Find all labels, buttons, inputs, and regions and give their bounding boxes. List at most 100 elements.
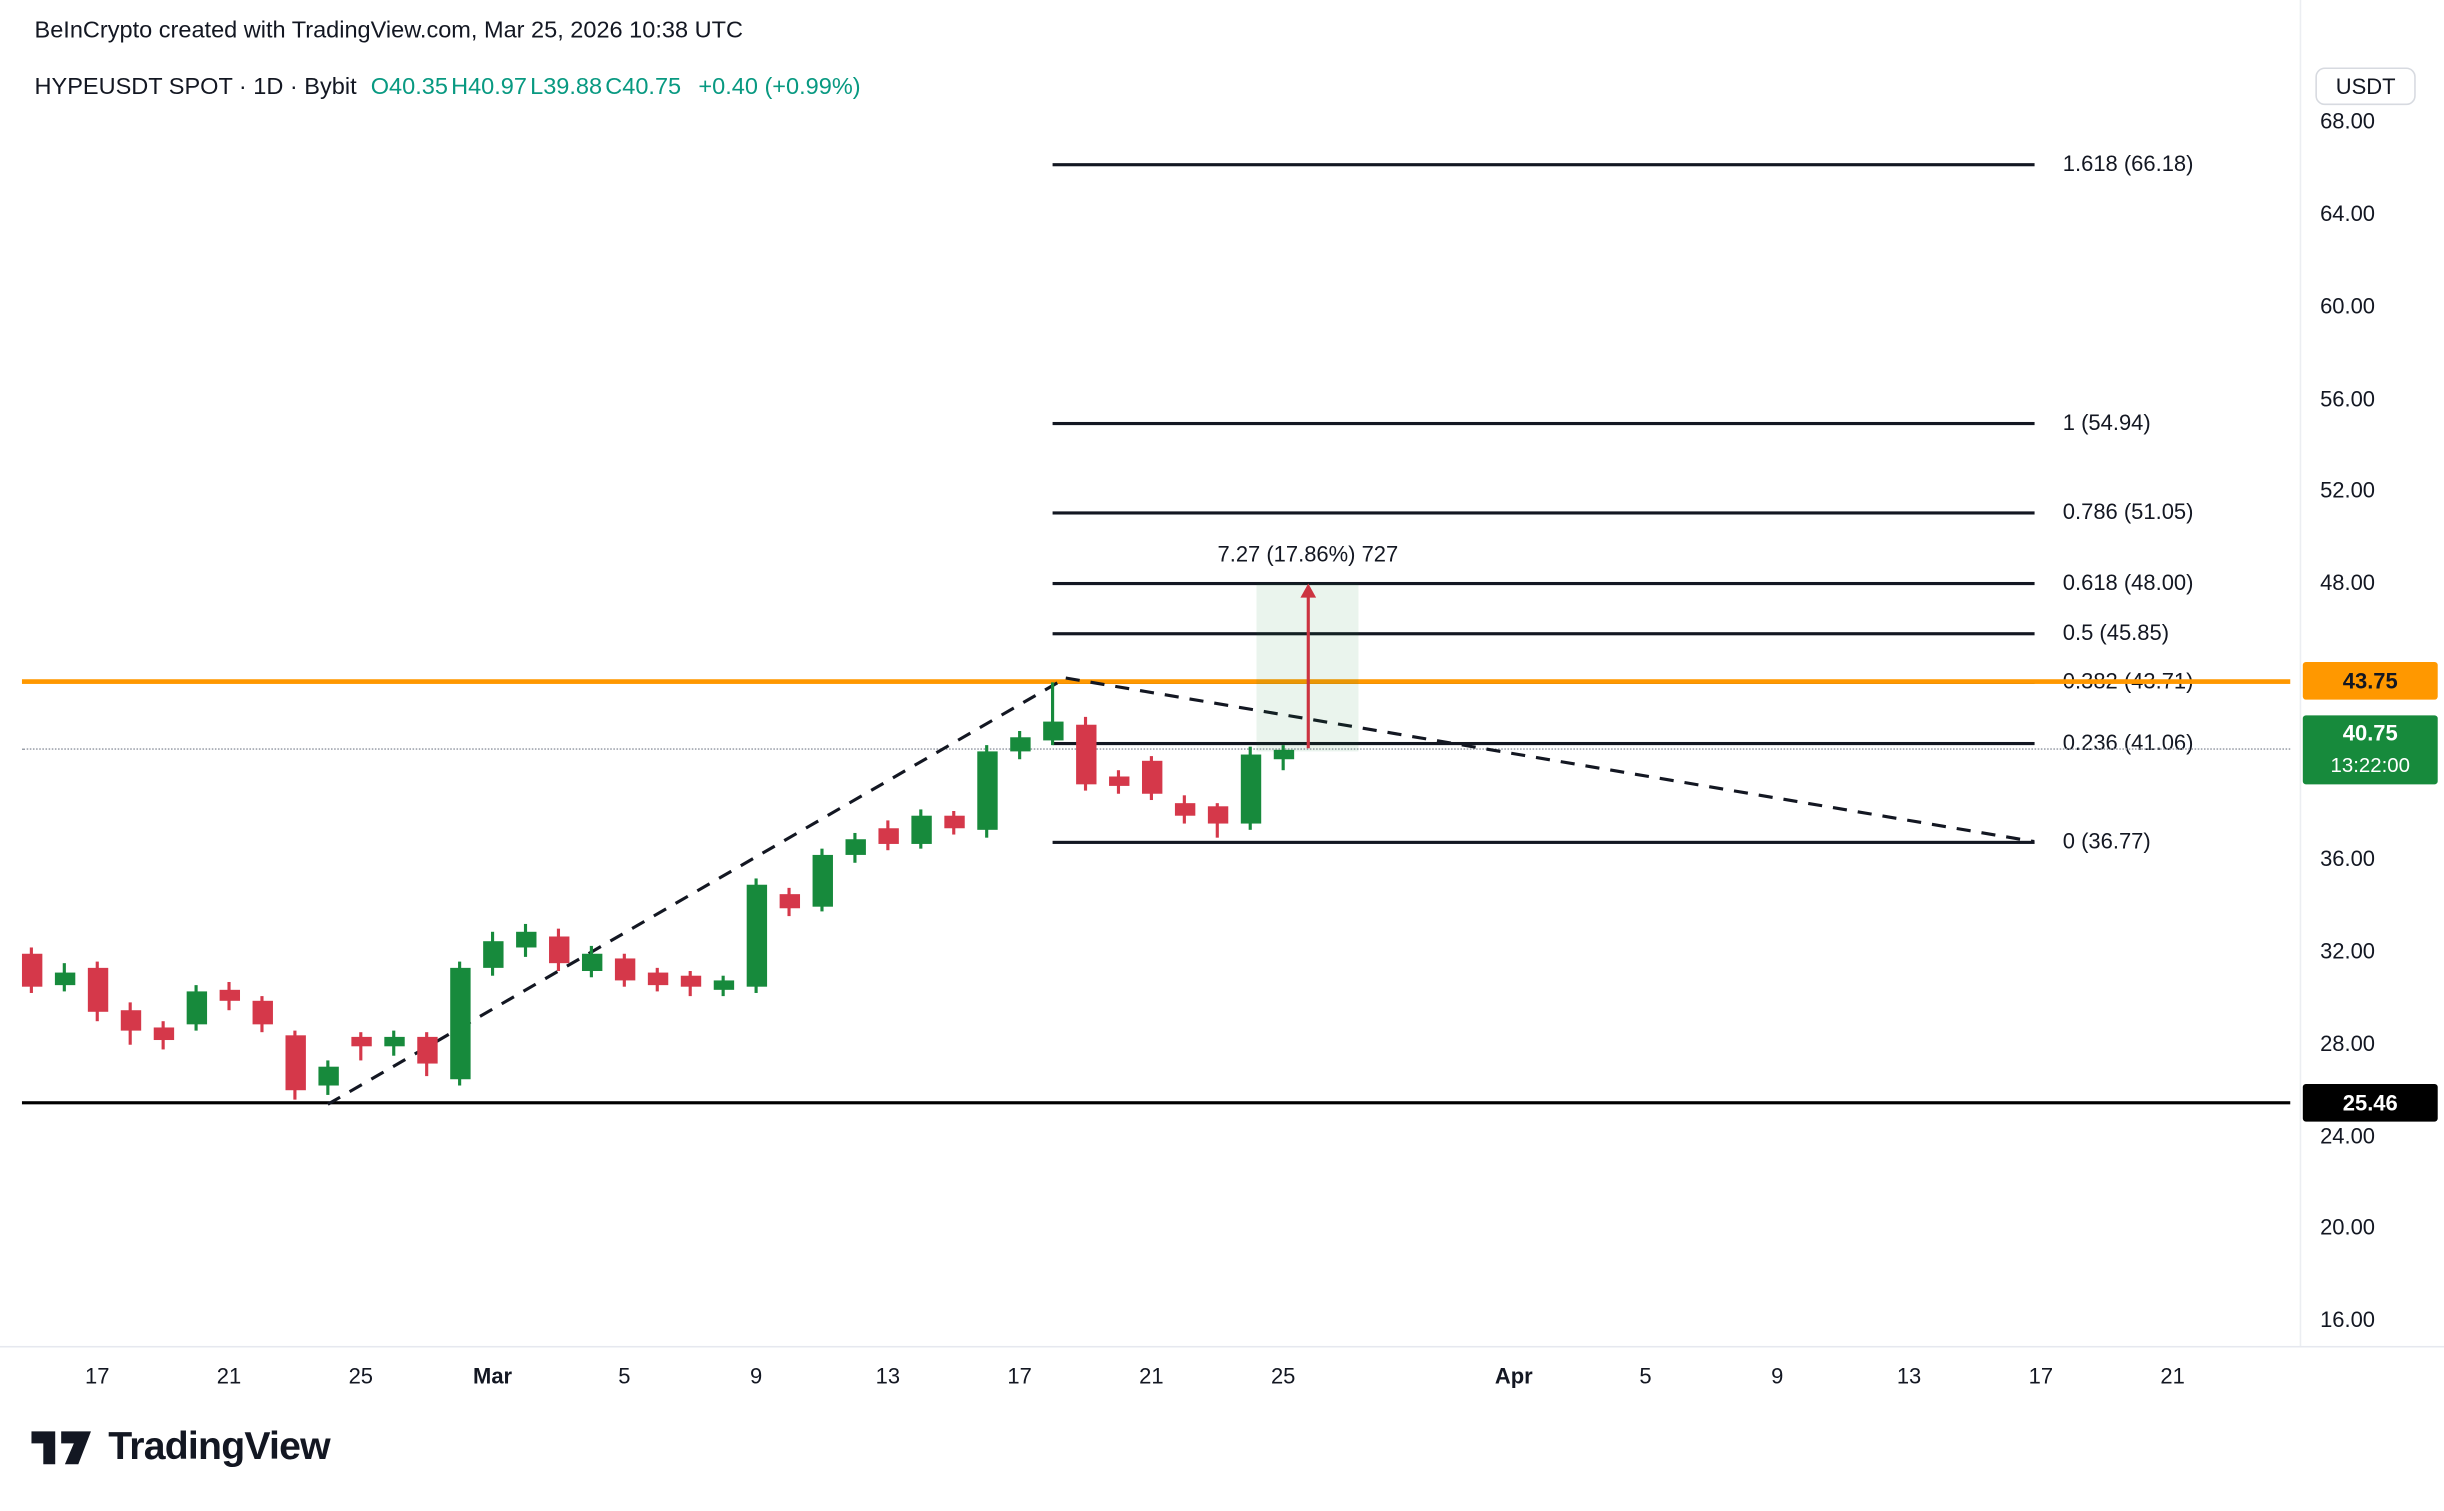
fib-level-line[interactable] — [1052, 581, 2035, 586]
candle-body — [1075, 724, 1096, 784]
attribution-text: BeInCrypto created with TradingView.com,… — [34, 17, 743, 44]
candle-body — [449, 968, 470, 1079]
horizontal-price-line[interactable] — [21, 679, 2291, 684]
horizontal-price-line[interactable] — [21, 1100, 2291, 1105]
candle-body — [910, 816, 932, 844]
candle-body — [185, 991, 207, 1024]
symbol-title[interactable]: HYPEUSDT SPOT · 1D · Bybit — [34, 73, 357, 101]
measure-arrow-line — [1306, 596, 1310, 748]
fib-level-label: 1 (54.94) — [2062, 409, 2151, 435]
time-tick-label: Apr — [1494, 1363, 1533, 1389]
ohlc-value: 39.88 — [543, 73, 603, 101]
ohlc-item: H40.97 — [451, 74, 527, 101]
measure-label: 7.27 (17.86%) 727 — [1217, 541, 1399, 567]
candle-body — [1240, 754, 1261, 824]
candle-body — [877, 827, 899, 844]
time-tick-label: 21 — [2160, 1363, 2185, 1389]
price-tick-label: 52.00 — [2320, 477, 2376, 503]
tradingview-logo[interactable]: TradingView — [31, 1421, 331, 1471]
price-tick-label: 24.00 — [2320, 1122, 2376, 1148]
change-readout: +0.40 (+0.99%) — [698, 73, 861, 101]
fib-level-label: 0.618 (48.00) — [2062, 569, 2194, 595]
candle-body — [1207, 807, 1228, 824]
fib-level-label: 0 (36.77) — [2062, 828, 2151, 854]
fib-level-line[interactable] — [1052, 422, 2035, 426]
last-price-line — [21, 749, 2291, 751]
last-price-label: 40.75 13:22:00 — [2302, 716, 2438, 786]
chart-plot-area[interactable]: 1.618 (66.18) 1 (54.94) 0.786 (51.05) 0.618… — [0, 0, 2444, 1346]
time-tick-label: 17 — [1007, 1363, 1032, 1389]
candle-body — [614, 959, 635, 980]
candle-body — [1174, 802, 1195, 817]
candle-body — [1009, 737, 1030, 752]
candle-body — [976, 751, 997, 831]
candle-body — [943, 816, 964, 828]
candle-body — [1108, 777, 1129, 787]
ohlc-item: O40.35 — [371, 74, 448, 101]
candle-body — [844, 839, 866, 856]
time-axis[interactable]: 17 21 25 Mar 5 9 13 17 21 25 Apr 5 9 13 17 21 — [0, 1345, 2444, 1423]
price-axis[interactable]: 43.75 25.46 40.75 13:22:00 68.00 64.00 60.00 56… — [2299, 0, 2444, 1346]
candle-body — [317, 1067, 339, 1086]
tradingview-logo-icon — [31, 1431, 91, 1465]
price-tick-label: 20.00 — [2320, 1214, 2376, 1240]
price-tick-label: 48.00 — [2320, 569, 2376, 595]
candle-body — [712, 979, 734, 990]
ohlc-value: 40.75 — [622, 73, 682, 101]
price-tick-label: 36.00 — [2320, 845, 2376, 872]
candle-body — [1141, 760, 1162, 794]
candle-body — [350, 1037, 371, 1047]
candle-body — [482, 940, 503, 969]
measure-arrow-head — [1300, 583, 1316, 598]
price-tick-label: 60.00 — [2320, 292, 2376, 319]
fib-level-line[interactable] — [1052, 741, 2035, 745]
fib-level-label: 1.618 (66.18) — [2062, 150, 2194, 176]
fib-level-line[interactable] — [1052, 631, 2035, 635]
time-tick-label: 17 — [2028, 1363, 2054, 1389]
ohlc-value: 40.35 — [389, 73, 448, 101]
currency-toggle-button[interactable]: USDT — [2315, 67, 2416, 106]
time-tick-label: 5 — [1639, 1363, 1652, 1389]
time-tick-label: 13 — [875, 1363, 901, 1389]
fib-level-line[interactable] — [1052, 511, 2035, 515]
time-tick-label: Mar — [473, 1363, 513, 1389]
time-tick-label: 13 — [1896, 1363, 1922, 1389]
candle-body — [680, 975, 701, 987]
ohlc-label: H — [451, 73, 469, 101]
tradingview-logo-text: TradingView — [108, 1423, 330, 1468]
price-axis-marker: 25.46 — [2302, 1084, 2438, 1122]
candle-body — [152, 1028, 174, 1040]
candle-body — [745, 885, 767, 987]
candle-body — [87, 968, 108, 1013]
price-tick-label: 16.00 — [2320, 1306, 2376, 1332]
fib-level-label: 0.5 (45.85) — [2062, 618, 2170, 645]
ohlc-value: 40.97 — [468, 73, 527, 101]
candle-body — [251, 1000, 273, 1024]
time-tick-label: 25 — [1270, 1363, 1296, 1389]
candle-body — [548, 936, 569, 964]
fib-level-label: 0.236 (41.06) — [2062, 729, 2194, 755]
candle-body — [1272, 750, 1294, 760]
candle-body — [284, 1035, 306, 1091]
price-tick-label: 56.00 — [2320, 385, 2376, 411]
ohlc-item: L39.88 — [530, 74, 602, 101]
candle-body — [778, 894, 800, 909]
trendline[interactable] — [327, 676, 1067, 1106]
fib-level-line[interactable] — [1052, 840, 2035, 844]
candle-body — [218, 989, 240, 1001]
candle-body — [54, 972, 75, 985]
candle-body — [647, 972, 668, 985]
price-tick-label: 64.00 — [2320, 200, 2376, 226]
fib-level-line[interactable] — [1052, 163, 2035, 167]
candle-wick — [1051, 682, 1054, 745]
candle-body — [581, 954, 602, 971]
ohlc-item: C40.75 — [605, 74, 681, 101]
time-tick-label: 5 — [618, 1363, 631, 1389]
time-tick-label: 21 — [216, 1363, 242, 1389]
time-tick-label: 25 — [348, 1363, 374, 1389]
candle-body — [416, 1037, 437, 1063]
price-tick-label: 68.00 — [2320, 108, 2376, 134]
last-price-countdown: 13:22:00 — [2330, 753, 2410, 778]
time-tick-label: 21 — [1139, 1363, 1164, 1389]
